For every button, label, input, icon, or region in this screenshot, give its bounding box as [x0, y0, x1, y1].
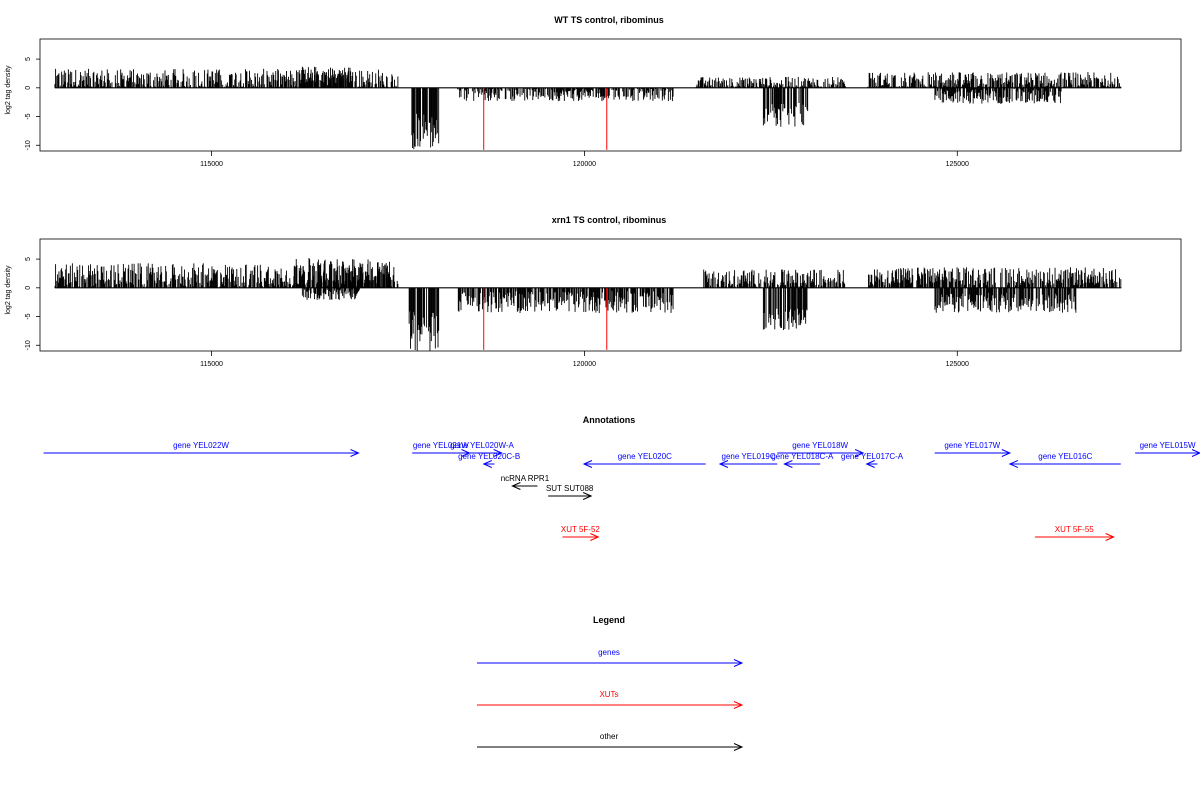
annotation-label: XUT 5F-55	[1055, 525, 1095, 534]
annotation-feature: gene YEL017C-A	[841, 452, 904, 468]
xrn1-track-title: xrn1 TS control, ribominus	[552, 215, 667, 225]
annotation-arrow-head	[1001, 449, 1012, 457]
x-tick-label: 115000	[200, 361, 223, 368]
wt-plot-frame	[39, 38, 1182, 152]
wt-axes: 5 0 -5 -10 115000 120000 125000	[25, 57, 969, 168]
legend-label: XUTs	[599, 690, 618, 699]
annotation-arrow-head	[350, 449, 360, 457]
annotations-title: Annotations	[583, 415, 636, 425]
x-tick-label: 125000	[946, 161, 969, 168]
annotation-feature: gene YEL016C	[1008, 452, 1121, 468]
annotation-feature: ncRNA RPR1	[501, 474, 550, 490]
annotation-label: gene YEL020C-B	[458, 452, 520, 461]
y-tick-label: -10	[25, 340, 32, 350]
legend-label: other	[600, 732, 619, 741]
annotations-panel: Annotations gene YEL022W gene YEL021Wgene…	[43, 415, 1200, 541]
annotation-label: ncRNA RPR1	[501, 474, 550, 483]
y-tick-label: 5	[25, 257, 32, 261]
xrn1-plot-frame	[39, 238, 1182, 352]
wt-track-title: WT TS control, ribominus	[554, 15, 664, 25]
annotation-feature: gene YEL020W-A	[450, 441, 515, 457]
annotation-feature: gene YEL018W	[777, 441, 865, 457]
annotation-feature: XUT 5F-55	[1034, 525, 1115, 541]
wt-density-bars	[54, 66, 1122, 150]
legend-panel: Legend genes XUTs other	[477, 615, 744, 751]
annotation-label: gene YEL017W	[944, 441, 1000, 450]
y-tick-label: -5	[25, 313, 32, 319]
annotation-feature: gene YEL018C-A	[771, 452, 834, 468]
annotation-arrow-head	[783, 460, 793, 468]
y-tick-label: -10	[25, 140, 32, 150]
annotation-arrow-head	[590, 533, 600, 541]
wt-track-panel: WT TS control, ribominus log2 tag densit…	[5, 15, 1182, 168]
legend-title: Legend	[593, 615, 625, 625]
annotation-arrow-head	[482, 460, 492, 468]
x-tick-label: 125000	[946, 361, 969, 368]
annotation-arrow-head	[1008, 460, 1019, 468]
y-tick-label: 0	[25, 286, 32, 290]
annotation-label: gene YEL019C	[722, 452, 776, 461]
y-tick-label: -5	[25, 113, 32, 119]
annotation-label: XUT 5F-52	[561, 525, 601, 534]
annotation-label: gene YEL020W-A	[450, 441, 514, 450]
y-tick-label: 5	[25, 57, 32, 61]
annotation-label: gene YEL018W	[792, 441, 848, 450]
y-tick-label: 0	[25, 86, 32, 90]
annotation-label: gene YEL016C	[1038, 452, 1092, 461]
xrn1-axes: 5 0 -5 -10 115000 120000 125000	[25, 257, 969, 368]
annotation-arrow-head	[582, 492, 593, 500]
annotation-feature: gene YEL015W	[1135, 441, 1200, 457]
annotation-arrow-head	[1191, 449, 1200, 457]
legend-arrow-head	[733, 743, 744, 751]
legend-arrow-head	[733, 701, 744, 709]
annotation-arrow-head	[493, 449, 503, 457]
annotation-arrow-head	[582, 460, 593, 468]
annotation-feature: gene YEL019C	[718, 452, 778, 468]
annotation-label: gene YEL015W	[1140, 441, 1196, 450]
legend-entry: other	[477, 732, 744, 751]
annotation-feature: gene YEL020C	[582, 452, 706, 468]
legend-label: genes	[598, 648, 620, 657]
annotation-arrow-head	[1105, 533, 1115, 541]
xrn1-track-panel: xrn1 TS control, ribominus log2 tag dens…	[5, 215, 1182, 368]
annotation-arrow-head	[854, 449, 865, 457]
legend-entry: XUTs	[477, 690, 744, 709]
x-tick-label: 120000	[573, 361, 596, 368]
xrn1-density-bars	[54, 258, 1122, 351]
xrn1-y-axis-label: log2 tag density	[5, 265, 12, 315]
annotation-label: gene YEL022W	[173, 441, 229, 450]
legend-entry: genes	[477, 648, 744, 667]
annotation-feature: gene YEL017W	[934, 441, 1012, 457]
annotation-arrow-head	[511, 482, 521, 490]
annotation-feature: SUT SUT088	[546, 484, 594, 500]
wt-y-axis-label: log2 tag density	[5, 65, 12, 115]
x-tick-label: 120000	[573, 161, 596, 168]
x-tick-label: 115000	[200, 161, 223, 168]
annotation-feature: gene YEL020C-B	[458, 452, 520, 468]
annotation-label: SUT SUT088	[546, 484, 594, 493]
annotation-feature: gene YEL022W	[43, 441, 360, 457]
annotation-label: gene YEL021W	[413, 441, 469, 450]
annotation-label: gene YEL018C-A	[771, 452, 834, 461]
annotation-arrow-head	[865, 460, 875, 468]
annotation-label: gene YEL017C-A	[841, 452, 904, 461]
legend-arrow-head	[733, 659, 744, 667]
annotation-label: gene YEL020C	[618, 452, 672, 461]
annotation-feature: XUT 5F-52	[561, 525, 601, 541]
annotation-arrow-head	[718, 460, 729, 468]
